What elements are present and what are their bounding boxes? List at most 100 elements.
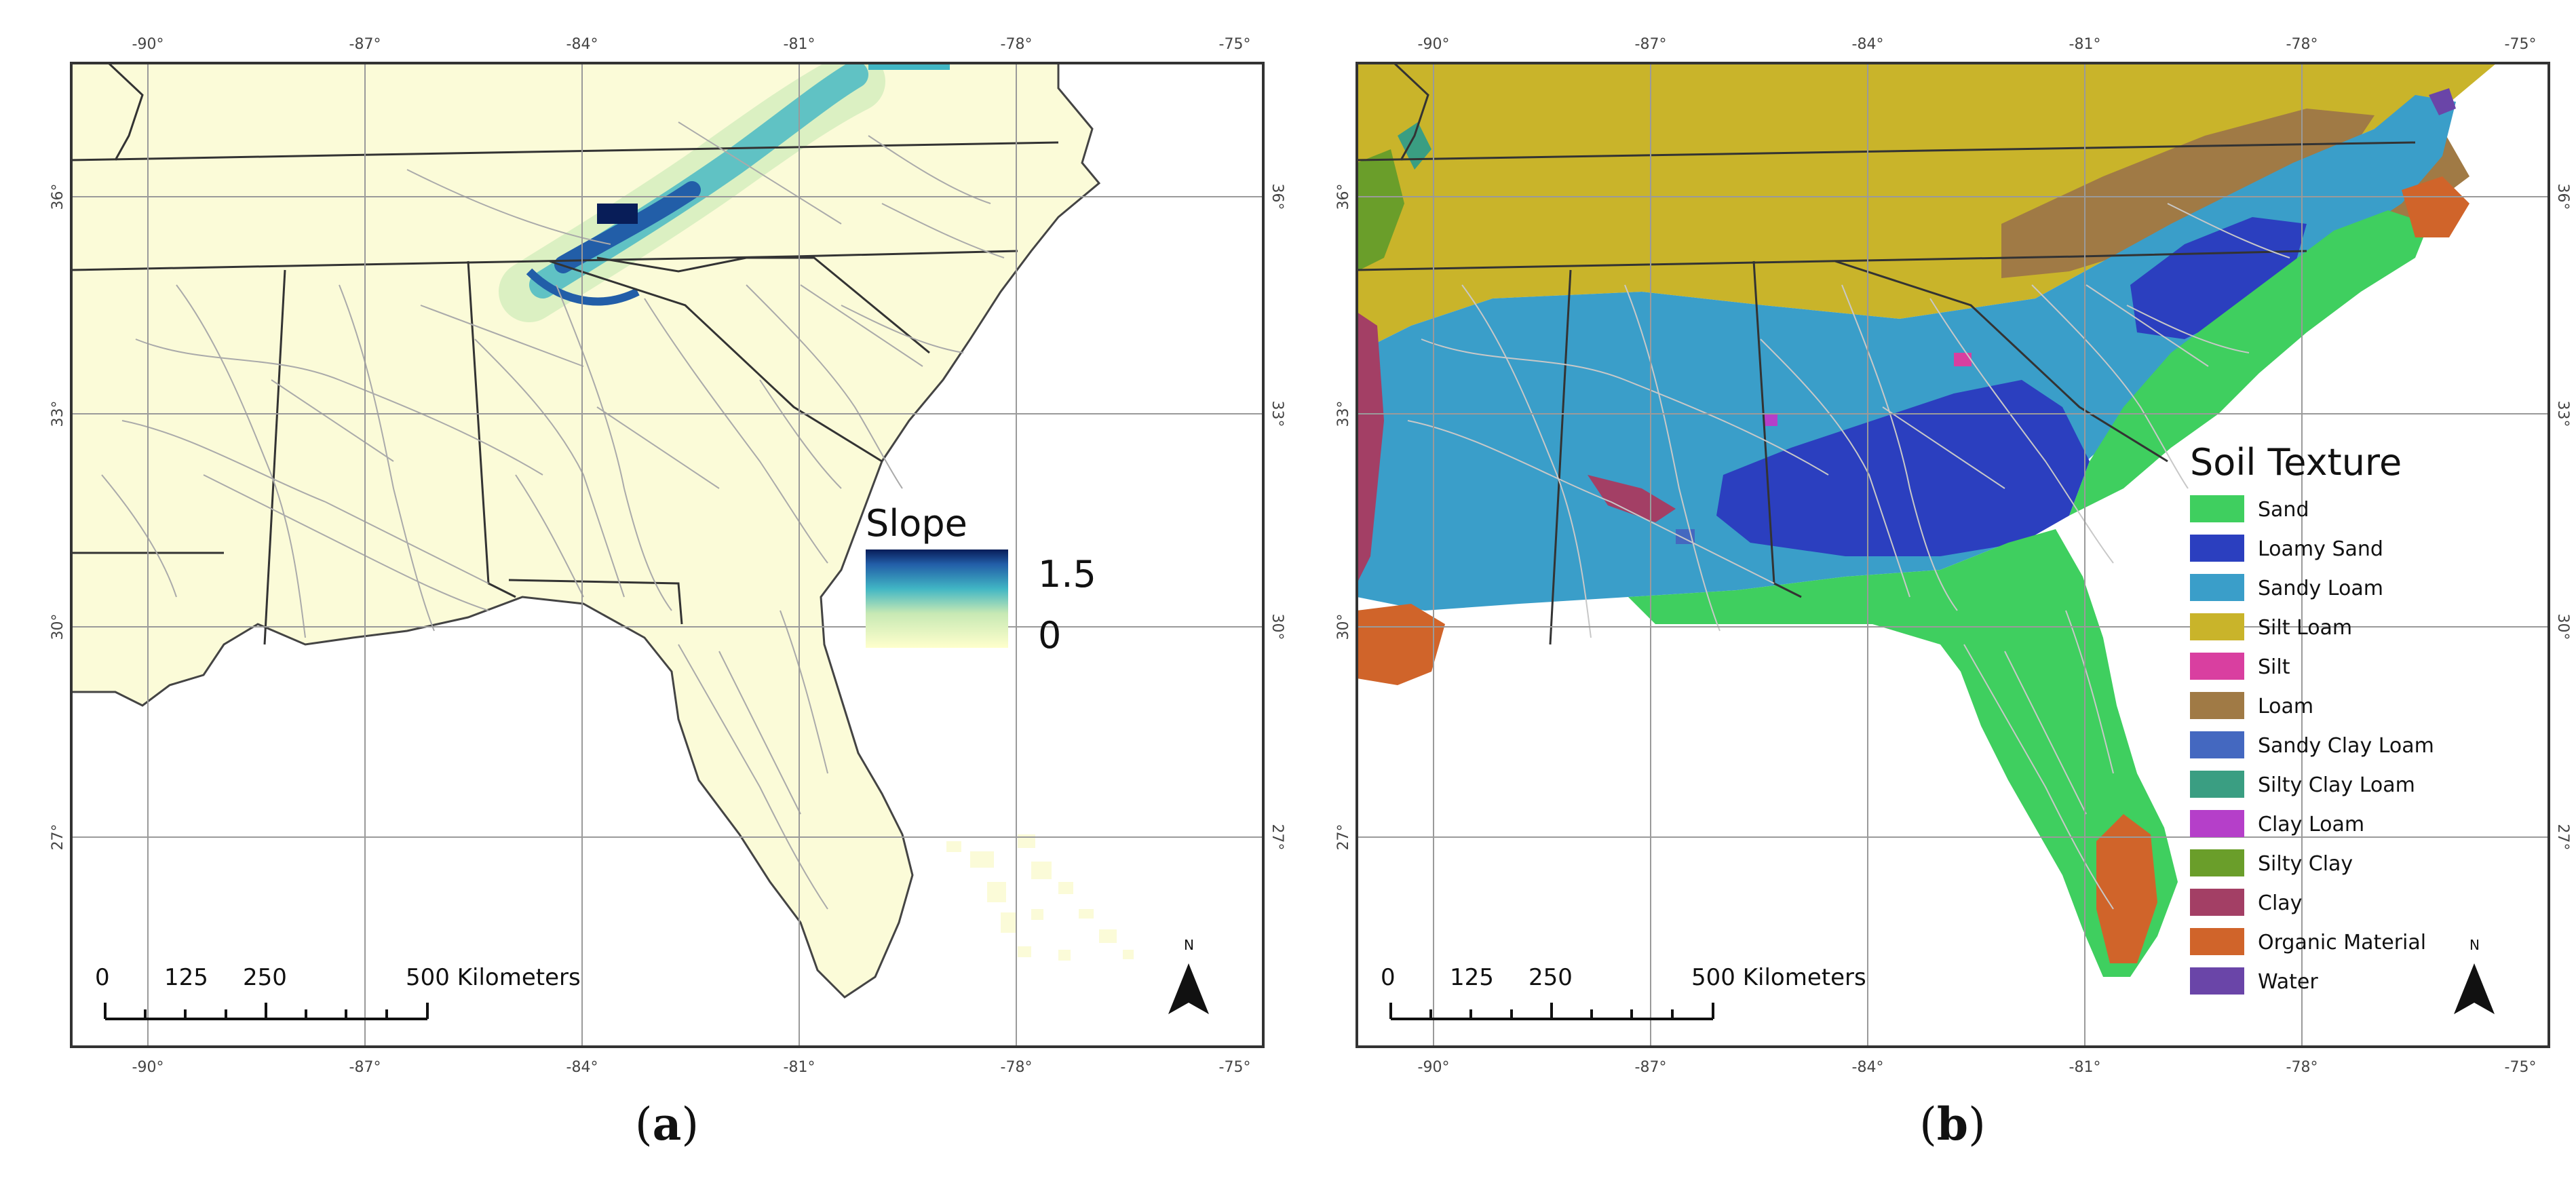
lat-label: 36° <box>2554 184 2571 210</box>
scale-bar: 0 125 250 500 Kilometers <box>1381 964 1866 1020</box>
legend-swatch <box>2190 849 2244 876</box>
lat-label: 30° <box>50 614 66 640</box>
lon-label: -75° <box>2505 36 2537 53</box>
legend-max-label: 1.5 <box>1038 553 1096 596</box>
legend-item-label: Sandy Loam <box>2258 577 2383 600</box>
lon-label: -84° <box>1852 36 1884 53</box>
land-mass <box>71 63 1101 999</box>
scale-tick-label: 500 Kilometers <box>1691 964 1866 991</box>
legend-swatch <box>2190 535 2244 562</box>
lon-label: -78° <box>2286 36 2318 53</box>
lat-label: 36° <box>1269 184 1286 210</box>
legend-swatch <box>2190 889 2244 916</box>
lat-labels-right: 36° 33° 30° 27° <box>2554 184 2571 851</box>
lat-label: 33° <box>1269 401 1286 427</box>
legend-swatch <box>2190 810 2244 837</box>
legend-title: Slope <box>866 502 967 545</box>
lon-label: -90° <box>1418 1059 1450 1076</box>
soil-texture-legend: Soil Texture Sand Loamy Sand Sandy Loam Sil… <box>2190 441 2434 995</box>
lon-labels-top: -90° -87° -84° -81° -78° -75° <box>132 36 1251 53</box>
legend-swatch <box>2190 967 2244 995</box>
soil-region-clay-alabama <box>1588 475 1676 522</box>
legend-item-label: Sand <box>2258 498 2309 522</box>
legend-swatch <box>2190 653 2244 680</box>
lat-label: 33° <box>2554 401 2571 427</box>
legend-swatch <box>2190 495 2244 522</box>
scale-tick-label: 0 <box>1381 964 1396 991</box>
lat-labels-left: 36° 33° 30° 27° <box>1335 184 1352 851</box>
soil-region-organic-material <box>2096 814 2157 963</box>
legend-item-label: Water <box>2258 970 2318 994</box>
soil-region-clay-loam <box>1764 414 1777 426</box>
north-label: N <box>1184 937 1194 953</box>
soil-region-silty-clay-loam <box>1398 122 1431 170</box>
legend-item-label: Silt Loam <box>2258 616 2352 640</box>
scale-bar: 0 125 250 500 Kilometers <box>95 964 581 1020</box>
lat-label: 27° <box>1269 824 1286 851</box>
lon-label: -90° <box>1418 36 1450 53</box>
lon-label: -75° <box>1219 36 1251 53</box>
lat-label: 30° <box>1335 614 1352 640</box>
legend-item-label: Organic Material <box>2258 931 2426 954</box>
lon-label: -78° <box>2286 1059 2318 1076</box>
scale-tick-label: 125 <box>164 964 208 991</box>
lon-labels-bottom: -90° -87° -84° -81° -78° -75° <box>132 1059 1251 1076</box>
legend-item-label: Silty Clay Loam <box>2258 773 2415 797</box>
north-arrow-icon: N <box>1168 937 1209 1014</box>
lon-label: -75° <box>1219 1059 1251 1076</box>
soil-region-silt <box>1954 353 1972 366</box>
lon-labels-top: -90° -87° -84° -81° -78° -75° <box>1418 36 2537 53</box>
lat-label: 36° <box>1335 184 1352 210</box>
lat-label: 33° <box>50 401 66 427</box>
lon-label: -90° <box>132 36 164 53</box>
legend-min-label: 0 <box>1038 614 1061 657</box>
legend-item-label: Clay <box>2258 891 2302 915</box>
lon-labels-bottom: -90° -87° -84° -81° -78° -75° <box>1418 1059 2537 1076</box>
lon-label: -81° <box>784 1059 815 1076</box>
lat-label: 33° <box>1335 401 1352 427</box>
lon-label: -87° <box>1635 1059 1667 1076</box>
legend-swatch <box>2190 613 2244 640</box>
soil-region-loam <box>2001 109 2375 278</box>
lat-label: 36° <box>50 184 66 210</box>
lon-label: -75° <box>2505 1059 2537 1076</box>
north-label: N <box>2469 937 2480 953</box>
legend-item-label: Sandy Clay Loam <box>2258 734 2434 758</box>
soil-region-sand-florida <box>1628 529 2178 977</box>
legend-swatch <box>2190 928 2244 955</box>
lon-label: -81° <box>784 36 815 53</box>
river-network <box>1407 203 2290 910</box>
soil-region-sandy-loam <box>1357 95 2456 611</box>
lat-label: 30° <box>1269 614 1286 640</box>
panel-a-slope-map: -90° -87° -84° -81° -78° -75° -90° -87° … <box>50 36 1286 1151</box>
scale-tick-label: 0 <box>95 964 110 991</box>
lat-labels-right: 36° 33° 30° 27° <box>1269 184 1286 851</box>
lon-label: -81° <box>2069 1059 2101 1076</box>
legend-item-label: Clay Loam <box>2258 813 2364 836</box>
soil-region-silty-clay <box>1357 149 1404 271</box>
slope-legend: Slope 1.5 0 <box>866 502 1096 657</box>
graticule <box>71 63 1263 1047</box>
soil-region-organic-material-gulf <box>1357 604 1445 685</box>
legend-swatch <box>2190 771 2244 798</box>
legend-swatch <box>2190 692 2244 719</box>
panel-b-soil-texture-map: -90° -87° -84° -81° -78° -75° -90° -87° … <box>1335 36 2571 1151</box>
lat-label: 30° <box>2554 614 2571 640</box>
scale-tick-label: 125 <box>1450 964 1494 991</box>
lon-label: -87° <box>349 1059 381 1076</box>
map-frame <box>70 62 1265 1048</box>
soil-region-organic-material-nc <box>2402 176 2469 237</box>
legend-item-label: Loamy Sand <box>2258 537 2383 561</box>
scale-tick-label: 500 Kilometers <box>406 964 581 991</box>
legend-swatch <box>2190 574 2244 601</box>
lon-label: -84° <box>566 1059 598 1076</box>
lat-labels-left: 36° 33° 30° 27° <box>50 184 66 851</box>
lat-label: 27° <box>1335 824 1352 851</box>
lat-label: 27° <box>50 824 66 851</box>
soil-region-loamy-sand <box>1716 380 2090 556</box>
lon-label: -84° <box>1852 1059 1884 1076</box>
legend-item-label: Silty Clay <box>2258 852 2353 876</box>
lon-label: -78° <box>1001 1059 1033 1076</box>
lon-label: -87° <box>349 36 381 53</box>
